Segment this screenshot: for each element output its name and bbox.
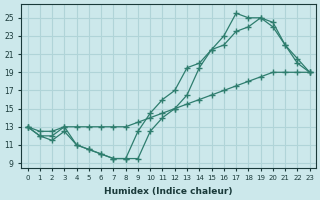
X-axis label: Humidex (Indice chaleur): Humidex (Indice chaleur): [104, 187, 233, 196]
